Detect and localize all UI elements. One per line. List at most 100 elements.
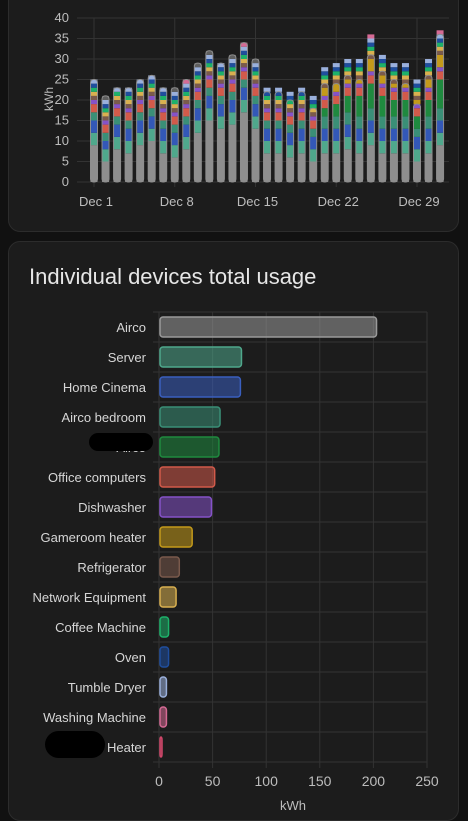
device-usage-chart: 0 50 100 150 200 250 kWh Airco Server Home Cinema… [33, 311, 439, 813]
device-bar [159, 676, 168, 698]
stack-segment [275, 95, 283, 100]
stack-segment [136, 95, 144, 100]
device-bar [159, 316, 378, 338]
device-bar [159, 706, 168, 728]
day-stack [216, 62, 225, 183]
stack-segment [401, 63, 409, 68]
x-tick-label: 150 [308, 773, 332, 789]
category-label: Server [108, 350, 147, 365]
stack-segment [102, 95, 110, 100]
stack-segment [378, 83, 386, 88]
stack-segment [205, 63, 213, 68]
stack-segment [240, 100, 248, 113]
stack-segment [390, 153, 398, 182]
stack-segment [217, 63, 225, 68]
stack-segment [263, 128, 271, 141]
stack-segment [436, 38, 444, 43]
stack-segment [102, 112, 110, 117]
stack-segment [205, 50, 213, 55]
stack-segment [355, 67, 363, 72]
stack-segment [309, 120, 317, 129]
stack-segment [228, 67, 236, 72]
stack-segment [298, 91, 306, 96]
stack-segment [401, 128, 409, 141]
stack-segment [367, 42, 375, 47]
stack-segment [263, 153, 271, 182]
stack-segment [390, 79, 398, 84]
bar-outline [378, 70, 387, 183]
y-tick-label: 35 [55, 31, 69, 46]
category-label: Washing Machine [43, 710, 146, 725]
stack-segment [401, 83, 409, 88]
stack-segment [113, 87, 121, 92]
x-tick-label: 0 [155, 773, 163, 789]
stack-segment [148, 116, 156, 129]
stack-segment [401, 75, 409, 80]
stack-segment [252, 63, 259, 68]
stack-segment [378, 87, 386, 96]
stack-segment [240, 59, 248, 64]
stack-segment [90, 87, 98, 92]
stack-segment [252, 83, 259, 88]
day-stack [378, 54, 387, 183]
stack-segment [171, 91, 179, 96]
stack-segment [332, 141, 340, 154]
stack-segment [413, 95, 421, 100]
stack-segment [332, 116, 340, 129]
stack-segment [367, 108, 375, 121]
stack-segment [228, 59, 236, 64]
stack-segment [113, 108, 121, 117]
stack-segment [321, 67, 329, 72]
stack-segment [309, 104, 317, 109]
x-tick-label: 100 [255, 773, 279, 789]
stack-segment [228, 100, 236, 113]
x-tick-label: Dec 22 [318, 194, 359, 209]
stack-segment [425, 87, 433, 92]
category-label: Airco [116, 320, 146, 335]
stack-segment [171, 112, 179, 117]
bar-outline [297, 91, 306, 183]
x-tick-label: Dec 1 [79, 194, 113, 209]
bar-outline [205, 50, 214, 183]
stack-segment [90, 120, 98, 133]
stack-segment [332, 153, 340, 182]
stack-segment [413, 136, 421, 150]
stack-segment [113, 104, 121, 109]
stack-segment [252, 75, 259, 80]
stack-segment [102, 116, 110, 121]
stack-segment [378, 67, 386, 72]
stack-segment [171, 132, 179, 146]
stack-segment [148, 108, 156, 117]
bar-outline [101, 95, 110, 183]
stack-segment [367, 145, 375, 182]
stack-segment [113, 124, 121, 137]
bar-outline [309, 107, 318, 183]
stack-segment [436, 46, 444, 51]
stack-segment [217, 79, 225, 84]
day-stack [332, 63, 341, 183]
stack-segment [194, 63, 202, 68]
device-bar [159, 346, 243, 368]
stack-segment [413, 87, 421, 92]
stack-segment [113, 136, 121, 150]
stack-segment [182, 116, 190, 125]
stack-segment [321, 79, 329, 84]
stack-segment [298, 87, 306, 92]
stack-segment [367, 132, 375, 146]
stack-segment [136, 104, 144, 113]
device-bar [159, 436, 220, 458]
stack-segment [436, 108, 444, 121]
stack-segment [182, 108, 190, 117]
stack-segment [309, 116, 317, 121]
stack-segment [205, 59, 213, 64]
stack-segment [436, 54, 444, 68]
stack-segment [367, 71, 375, 76]
day-stack [124, 87, 133, 183]
stack-segment [240, 54, 248, 59]
day-stack [286, 91, 295, 183]
stack-segment [263, 141, 271, 154]
stack-segment [436, 34, 444, 39]
stack-segment [286, 100, 294, 105]
stack-segment [228, 83, 236, 92]
stack-segment [217, 128, 225, 182]
